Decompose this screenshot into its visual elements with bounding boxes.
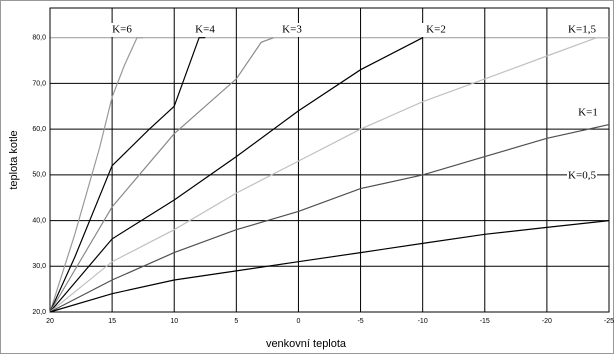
x-tick-label: 10 (170, 318, 178, 325)
x-tick-label: -5 (357, 318, 363, 325)
series-label: K=3 (282, 24, 302, 36)
y-tick-label: 80,0 (32, 35, 46, 42)
series-line (49, 220, 610, 313)
y-tick-label: 20,0 (32, 309, 46, 316)
series-label: K=0,5 (568, 170, 596, 182)
x-tick-label: -25 (604, 318, 614, 325)
series-label: K=2 (426, 24, 446, 36)
series-label-bg (567, 23, 597, 37)
series-label-bg (277, 23, 307, 37)
y-tick-label: 70,0 (32, 80, 46, 87)
series-label-bg (573, 106, 603, 120)
series-line (49, 37, 274, 313)
series-label: K=4 (195, 24, 215, 36)
y-tick-label: 60,0 (32, 126, 46, 133)
x-tick-label: 0 (296, 318, 300, 325)
series-label-bg (421, 23, 451, 37)
x-tick-label: -20 (542, 318, 552, 325)
x-tick-label: 20 (46, 318, 54, 325)
series-line (49, 124, 610, 313)
series-label: K=1 (578, 107, 598, 119)
x-axis-label: venkovní teplota (266, 338, 347, 350)
series-line (49, 37, 609, 313)
series-label-bg (107, 23, 137, 37)
series-label-bg (190, 23, 220, 37)
x-tick-label: 15 (108, 318, 116, 325)
x-tick-label: -15 (480, 318, 490, 325)
x-tick-label: -10 (418, 318, 428, 325)
series-label: K=6 (112, 24, 132, 36)
series-label-bg (567, 169, 597, 183)
y-tick-label: 30,0 (32, 263, 46, 270)
series-line (49, 37, 423, 313)
series-line (49, 37, 144, 313)
y-tick-label: 50,0 (32, 172, 46, 179)
series-label: K=1,5 (568, 24, 596, 36)
x-tick-label: 5 (234, 318, 238, 325)
y-tick-label: 40,0 (32, 217, 46, 224)
series-line (49, 37, 206, 313)
y-axis-label: teplota kotle (8, 130, 20, 189)
